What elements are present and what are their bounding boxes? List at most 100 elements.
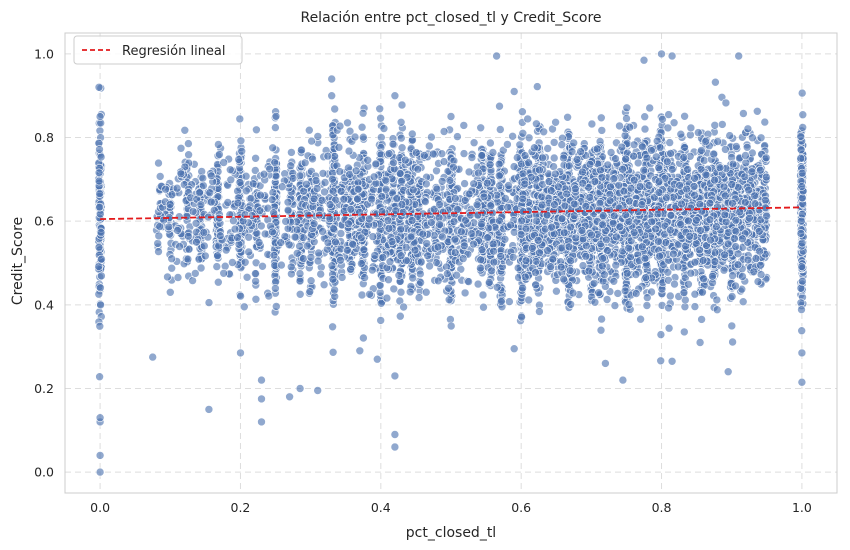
scatter-point xyxy=(328,347,338,357)
scatter-point xyxy=(622,103,632,113)
scatter-point xyxy=(277,260,286,270)
scatter-point xyxy=(184,244,194,254)
scatter-point xyxy=(226,165,235,174)
scatter-point xyxy=(395,311,405,321)
scatter-point xyxy=(563,113,572,122)
scatter-point xyxy=(97,254,106,264)
scatter-point xyxy=(175,212,184,221)
scatter-point xyxy=(376,316,386,325)
scatter-point xyxy=(371,159,381,169)
scatter-point xyxy=(473,279,483,289)
scatter-point xyxy=(154,231,164,241)
scatter-point xyxy=(244,247,253,257)
scatter-point xyxy=(796,154,806,163)
scatter-point xyxy=(191,269,200,278)
scatter-point xyxy=(797,305,806,314)
scatter-point xyxy=(357,122,367,132)
scatter-point xyxy=(384,149,394,158)
scatter-point xyxy=(95,321,105,331)
scatter-point xyxy=(173,226,182,235)
scatter-point xyxy=(397,143,407,152)
scatter-point xyxy=(269,250,279,260)
scatter-point xyxy=(515,140,525,150)
scatter-point xyxy=(798,123,808,132)
scatter-point xyxy=(346,264,356,274)
scatter-point xyxy=(797,238,807,248)
scatter-point xyxy=(483,233,492,242)
scatter-point xyxy=(96,152,106,162)
scatter-point xyxy=(155,172,165,181)
scatter-point xyxy=(244,232,253,242)
scatter-point xyxy=(308,154,317,164)
scatter-point xyxy=(251,154,260,163)
scatter-point xyxy=(284,240,294,250)
scatter-point xyxy=(199,181,208,190)
scatter-point xyxy=(376,113,385,123)
scatter-point xyxy=(260,229,270,239)
scatter-point xyxy=(358,108,368,118)
scatter-point xyxy=(153,239,162,248)
scatter-point xyxy=(165,200,175,209)
scatter-point xyxy=(446,321,456,331)
scatter-point xyxy=(219,268,228,278)
scatter-point xyxy=(796,216,806,226)
scatter-point xyxy=(251,294,261,304)
scatter-point xyxy=(207,197,216,207)
scatter-point xyxy=(518,107,527,116)
scatter-point xyxy=(304,125,314,135)
scatter-point xyxy=(161,184,170,194)
scatter-point xyxy=(286,262,296,272)
scatter-point xyxy=(797,88,807,98)
scatter-point xyxy=(396,287,406,297)
scatter-point xyxy=(796,283,806,293)
scatter-point xyxy=(389,284,399,294)
scatter-point xyxy=(201,251,210,261)
scatter-point xyxy=(478,290,488,300)
scatter-point xyxy=(517,312,526,322)
scatter-point xyxy=(587,119,597,129)
scatter-point xyxy=(96,300,105,310)
scatter-point xyxy=(229,216,238,225)
scatter-point xyxy=(188,276,197,285)
scatter-point xyxy=(281,217,291,226)
scatter-point xyxy=(407,129,417,139)
scatter-point xyxy=(415,269,425,279)
scatter-point xyxy=(221,245,231,255)
scatter-point xyxy=(486,138,495,148)
scatter-point xyxy=(446,112,456,121)
scatter-point xyxy=(622,114,631,123)
scatter-point xyxy=(295,269,305,278)
scatter-point xyxy=(640,112,650,121)
scatter-point xyxy=(215,150,224,159)
scatter-point xyxy=(94,176,104,186)
scatter-point xyxy=(656,356,666,366)
scatter-point xyxy=(283,197,293,207)
scatter-point xyxy=(200,241,209,251)
scatter-point xyxy=(176,169,186,179)
scatter-point xyxy=(298,233,308,242)
scatter-point xyxy=(305,287,315,296)
scatter-point xyxy=(797,326,807,336)
scatter-point xyxy=(382,293,392,303)
scatter-point xyxy=(196,263,206,273)
scatter-point xyxy=(414,293,424,302)
scatter-point xyxy=(163,272,172,282)
scatter-point xyxy=(175,242,184,251)
scatter-point xyxy=(180,126,190,135)
scatter-point xyxy=(268,227,277,237)
scatter-point xyxy=(360,273,369,282)
scatter-point xyxy=(376,133,386,142)
scatter-point xyxy=(292,249,302,258)
scatter-point xyxy=(335,121,345,131)
scatter-point xyxy=(258,261,267,271)
scatter-point xyxy=(205,188,215,197)
scatter-point xyxy=(358,132,368,142)
scatter-point xyxy=(288,174,298,183)
scatter-point xyxy=(411,148,421,157)
scatter-point xyxy=(460,179,469,188)
scatter-point xyxy=(797,262,807,271)
scatter-point xyxy=(796,145,806,154)
scatter-point xyxy=(184,150,193,159)
